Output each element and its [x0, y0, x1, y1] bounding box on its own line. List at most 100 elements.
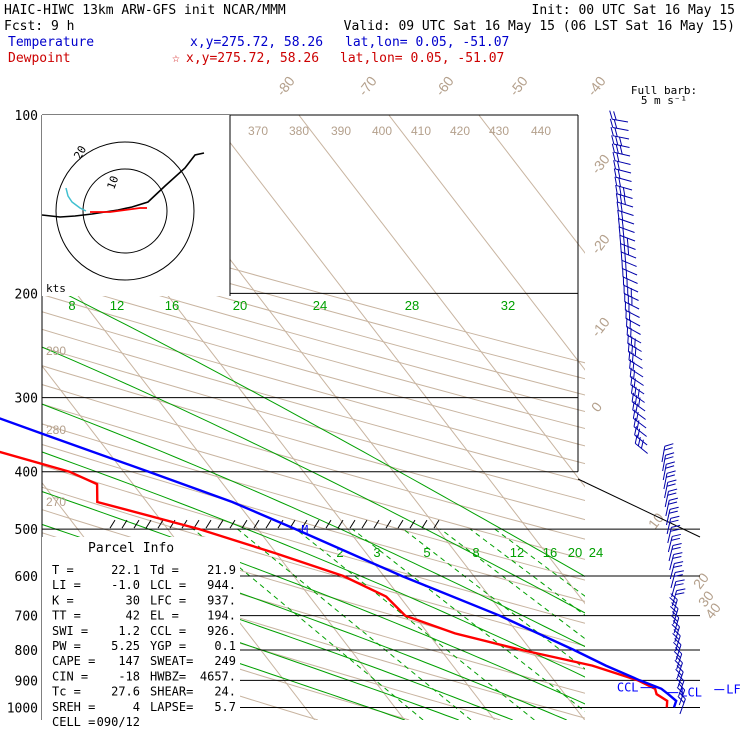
- wind-barb: [677, 692, 686, 715]
- isotherm-label: -60: [432, 73, 457, 99]
- wind-barb: [664, 479, 677, 499]
- wind-barb: [665, 497, 678, 517]
- parcel-param-name: Tc =: [52, 685, 81, 699]
- parcel-param-value: 1.2: [118, 624, 140, 638]
- theta-label: 390: [331, 124, 351, 138]
- hodograph-trace-red: [90, 207, 147, 213]
- wind-barb: [620, 243, 637, 259]
- temperature-trace: [0, 417, 678, 708]
- isotherm-label: -70: [355, 73, 380, 99]
- ticks-500: [217, 519, 224, 529]
- pressure-tick-label: 200: [15, 287, 38, 302]
- parcel-param-name: LI =: [52, 578, 81, 592]
- theta-label: 380: [289, 124, 309, 138]
- wind-barb: [622, 267, 638, 284]
- wind-barb: [626, 326, 642, 344]
- parcel-param-value: 926.: [207, 624, 236, 638]
- theta-label: 270: [46, 495, 66, 509]
- wind-barb: [625, 309, 641, 327]
- parcel-param-name: CIN =: [52, 669, 88, 683]
- parcel-param-name: SWI =: [52, 624, 88, 638]
- mixing-ratio-label: 24: [589, 545, 603, 560]
- pressure-tick-label: 500: [15, 523, 38, 538]
- isotherm-line: [42, 715, 46, 720]
- wind-barb: [630, 384, 645, 403]
- temperature-latlon: lat,lon= 0.05, -51.07: [345, 35, 509, 50]
- wind-barb: [624, 301, 640, 318]
- ticks-500: [253, 519, 260, 529]
- isotherm-label: 0: [588, 399, 606, 415]
- dry-adiabat: [42, 294, 585, 447]
- dry-adiabat: [42, 606, 410, 720]
- wind-barb: [662, 452, 675, 472]
- hodograph: 10 20 kts: [41, 115, 231, 296]
- mixing-ratio-label: 8: [472, 545, 479, 560]
- moist-adiabat: [42, 281, 585, 577]
- moist-adiabat: [42, 597, 405, 720]
- wind-barb: [630, 376, 645, 395]
- ticks-500: [109, 519, 116, 529]
- dry-adiabat: [42, 328, 585, 483]
- parcel-param-name: YGP =: [150, 639, 186, 653]
- box-bevel: [577, 478, 701, 538]
- dry-adiabat: [42, 423, 585, 581]
- mixing-ratio-line: [193, 528, 424, 720]
- wind-barb: [616, 201, 634, 216]
- parcel-param-value: 4: [133, 700, 140, 714]
- barb-legend-unit: 5 m s⁻¹: [641, 94, 687, 107]
- mixing-ratio-label: 16: [543, 545, 557, 560]
- mixing-ratio-label: 32: [501, 298, 515, 313]
- lcl-label: LCL: [680, 686, 702, 700]
- wind-barb: [615, 193, 634, 208]
- parcel-info: Parcel Info T = 22.1 Td = 21.9 LI = -1.0 LCL =…: [52, 541, 236, 729]
- parcel-param-name: SHEAR=: [150, 685, 193, 699]
- hodograph-ring-label-20: 20: [71, 144, 89, 162]
- pressure-tick-label: 100: [15, 109, 38, 124]
- isotherm-label: 20: [690, 570, 712, 592]
- ticks-500: [157, 519, 164, 529]
- wind-barb: [617, 209, 635, 225]
- temperature-legend-label: Temperature: [8, 35, 94, 50]
- wind-barb: [662, 461, 675, 481]
- barb-legend-title: Full barb:: [631, 84, 697, 97]
- moist-adiabat: [42, 346, 585, 614]
- forecast-hour: Fcst: 9 h: [4, 19, 74, 34]
- parcel-param-value: 42: [126, 609, 140, 623]
- ticks-500: [325, 519, 332, 529]
- dry-adiabat: [42, 486, 585, 647]
- ticks-500: [145, 519, 152, 529]
- run-title: HAIC-HIWC 13km ARW-GFS init NCAR/MMM: [4, 3, 286, 18]
- wind-barb: [628, 351, 643, 369]
- hodograph-ring-label-10: 10: [105, 174, 122, 191]
- mixing-ratio-label: 3: [373, 545, 380, 560]
- wind-barb: [663, 470, 676, 490]
- isotherm-label: -40: [584, 73, 609, 99]
- hodograph-ring-10: [82, 168, 168, 254]
- theta-label: 440: [531, 124, 551, 138]
- hodograph-ring-20: [55, 141, 195, 281]
- isotherm-label: 10: [645, 510, 667, 532]
- wind-barb: [631, 392, 646, 412]
- mixing-ratio-label: 5: [423, 545, 430, 560]
- wind-barbs: [609, 110, 686, 715]
- ticks-500: [385, 519, 392, 529]
- dry-adiabat: [42, 213, 585, 364]
- pressure-tick-label: 900: [15, 674, 38, 689]
- mixing-ratio-line: [237, 528, 472, 720]
- wind-barb: [664, 488, 678, 508]
- pressure-tick-label: 400: [15, 466, 38, 481]
- theta-label: 370: [248, 124, 268, 138]
- valid-time: Valid: 09 UTC Sat 16 May 15 (06 LST Sat …: [344, 19, 735, 34]
- hodograph-trace-black: [41, 152, 205, 218]
- wind-barb: [634, 426, 648, 446]
- mixing-ratio-label: 16: [165, 298, 179, 313]
- parcel-param-value: 30: [126, 593, 140, 607]
- ticks-500: [277, 519, 284, 529]
- pressure-tick-label: 700: [15, 610, 38, 625]
- mixing-ratio-labels: 8 12 16 20 24 28 32 2 3 5 8 12 16 20 24: [68, 298, 603, 560]
- wind-barb: [670, 570, 684, 589]
- parcel-param-name: CELL =: [52, 715, 95, 729]
- parcel-param-name: EL =: [150, 609, 179, 623]
- wind-barb: [622, 276, 639, 293]
- dry-adiabat: [42, 443, 585, 602]
